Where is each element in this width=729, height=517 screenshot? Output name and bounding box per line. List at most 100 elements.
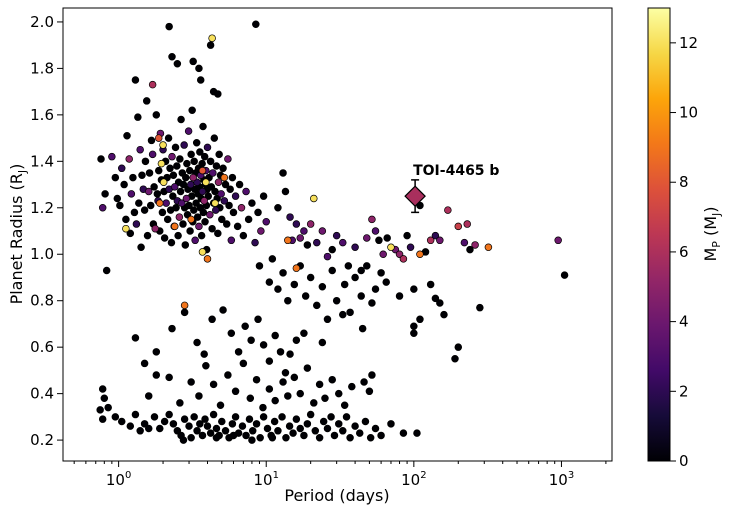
data-point [203, 143, 212, 152]
data-point [259, 413, 268, 421]
y-tick-label: 0.8 [30, 292, 54, 310]
data-point [198, 431, 207, 440]
data-point [383, 234, 391, 242]
data-point [377, 269, 385, 277]
data-point [265, 385, 274, 393]
data-point [180, 301, 189, 310]
data-point [318, 227, 327, 235]
data-point [292, 220, 301, 228]
data-point [202, 362, 210, 370]
data-point [323, 315, 332, 324]
data-point [279, 169, 287, 177]
data-point [285, 422, 294, 430]
data-point [387, 420, 395, 428]
data-point [140, 420, 149, 428]
data-point [265, 278, 274, 286]
data-point [177, 115, 185, 124]
data-point [154, 166, 163, 175]
data-point [195, 392, 203, 400]
data-point [138, 171, 146, 180]
data-point [98, 385, 107, 393]
data-point [259, 341, 268, 349]
y-tick-label: 1.4 [30, 152, 54, 170]
data-point [366, 434, 375, 442]
data-point [231, 192, 240, 200]
data-point [171, 143, 180, 152]
data-point [284, 236, 292, 245]
data-point [176, 399, 184, 407]
data-point [278, 413, 286, 421]
data-point [340, 401, 349, 410]
data-point [371, 285, 380, 293]
data-point [178, 199, 186, 207]
data-point [247, 336, 255, 344]
y-tick-label: 1.8 [30, 59, 54, 77]
data-point [231, 413, 240, 421]
data-point [292, 264, 301, 272]
data-point [255, 262, 264, 270]
data-point [252, 420, 261, 428]
data-point [174, 231, 182, 240]
data-point [224, 371, 232, 379]
data-point [357, 266, 365, 275]
data-point [426, 236, 435, 245]
data-point [208, 224, 216, 233]
data-point [289, 429, 297, 437]
data-point [256, 434, 264, 442]
y-axis-ticks: 0.2 0.4 0.6 0.8 1.0 1.2 1.4 1.6 1.8 2.0 [30, 13, 63, 449]
data-point [102, 266, 111, 275]
data-point [431, 294, 440, 303]
data-point [160, 417, 169, 426]
data-point [357, 292, 365, 300]
data-point [185, 422, 193, 430]
data-point [165, 373, 173, 382]
data-point [306, 273, 315, 282]
data-point [399, 429, 408, 437]
data-point [167, 238, 176, 247]
data-point [157, 159, 166, 168]
data-point [239, 231, 248, 240]
data-point [382, 278, 390, 286]
data-point [219, 164, 227, 173]
data-point [187, 434, 195, 442]
data-point [410, 329, 418, 337]
data-point [252, 20, 260, 29]
data-point [116, 201, 124, 210]
data-point [185, 201, 193, 210]
data-point [348, 382, 356, 391]
data-point [233, 222, 242, 231]
data-point [226, 185, 234, 193]
data-point [379, 250, 387, 259]
data-point [310, 194, 318, 203]
data-point [351, 422, 359, 430]
data-point [454, 343, 463, 351]
data-point [241, 322, 249, 331]
data-point [111, 413, 120, 421]
data-point [276, 348, 285, 356]
data-point [140, 359, 149, 368]
data-point [315, 380, 324, 389]
data-point [198, 166, 207, 175]
data-point [160, 234, 169, 242]
data-point [192, 199, 200, 207]
data-point [224, 155, 232, 163]
data-point [147, 136, 156, 145]
data-point [206, 157, 215, 166]
data-point [252, 375, 261, 384]
data-point [122, 224, 130, 233]
data-point [466, 245, 474, 254]
data-point [218, 215, 226, 224]
data-point [301, 292, 310, 300]
colorbar [647, 7, 671, 462]
colorbar-tick-label: 2 [679, 382, 689, 400]
data-point [454, 222, 463, 231]
data-point [375, 236, 383, 245]
data-point [318, 283, 327, 291]
data-point [440, 310, 448, 319]
data-point [98, 204, 107, 212]
data-point [416, 250, 424, 259]
data-point [176, 187, 185, 196]
data-point [286, 350, 294, 358]
data-point [187, 378, 195, 386]
data-point [460, 238, 469, 247]
